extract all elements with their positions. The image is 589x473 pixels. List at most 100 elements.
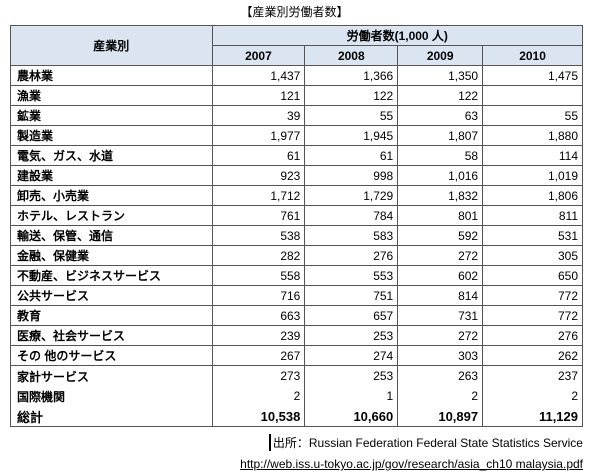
cell: 239 <box>211 325 306 346</box>
cell: 1,806 <box>482 185 583 206</box>
cell: 1,729 <box>304 185 399 206</box>
row-label: その 他のサービス <box>10 345 213 366</box>
cell: 1,945 <box>304 125 399 146</box>
cell: 55 <box>304 105 399 126</box>
cell: 61 <box>304 145 399 166</box>
cell: 531 <box>482 225 583 246</box>
year-header: 2009 <box>397 45 484 66</box>
row-label: 製造業 <box>10 125 213 146</box>
row-label: 鉱業 <box>10 105 213 126</box>
cell: 276 <box>304 245 399 266</box>
source: 出所：Russian Federation Federal State Stat… <box>268 434 583 451</box>
row-label: 卸売、小売業 <box>10 185 213 206</box>
cell: 657 <box>304 305 399 326</box>
row-label: 建設業 <box>10 165 213 186</box>
cell: 305 <box>482 245 583 266</box>
year-header: 2010 <box>482 45 583 66</box>
cell: 11,129 <box>482 406 583 427</box>
cell: 10,660 <box>304 406 399 427</box>
cell: 253 <box>304 325 399 346</box>
cell: 553 <box>304 265 399 286</box>
cell: 2 <box>482 386 583 406</box>
table-row: 不動産、ビジネスサービス 558 553 602 650 <box>10 265 583 286</box>
cell: 1,880 <box>482 125 583 146</box>
table-title: 【産業別労働者数】 <box>240 5 349 19</box>
cell: 1,475 <box>482 65 583 86</box>
empty-cell <box>482 85 583 106</box>
cell: 761 <box>211 205 306 226</box>
table-row: 医療、社会サービス 239 253 272 276 <box>10 325 583 346</box>
row-label: 教育 <box>10 305 213 326</box>
row-label: 電気、ガス、水道 <box>10 145 213 166</box>
cell: 814 <box>397 285 484 306</box>
cell: 263 <box>397 365 484 386</box>
cell: 274 <box>304 345 399 366</box>
year-header: 2007 <box>211 45 306 66</box>
cell: 276 <box>482 325 583 346</box>
cell: 272 <box>397 245 484 266</box>
cell: 10,897 <box>397 406 484 427</box>
row-label: 国際機関 <box>10 386 213 406</box>
cell: 273 <box>211 365 306 386</box>
table-row: 卸売、小売業 1,712 1,729 1,832 1,806 <box>10 185 583 206</box>
cell: 602 <box>397 265 484 286</box>
cell: 1,366 <box>304 65 399 86</box>
cell: 122 <box>397 85 484 106</box>
cell: 558 <box>211 265 306 286</box>
cell: 998 <box>304 165 399 186</box>
cell: 282 <box>211 245 306 266</box>
row-label: 不動産、ビジネスサービス <box>10 265 213 286</box>
cell: 1,019 <box>482 165 583 186</box>
table-row: 鉱業 39 55 63 55 <box>10 105 583 126</box>
table-row: 輸送、保管、通信 538 583 592 531 <box>10 225 583 246</box>
cell: 10,538 <box>211 406 306 427</box>
cell: 61 <box>211 145 306 166</box>
cell: 39 <box>211 105 306 126</box>
cell: 592 <box>397 225 484 246</box>
table-row: 漁業 121 122 122 <box>10 85 583 106</box>
cell: 63 <box>397 105 484 126</box>
table-row: 総計 10,538 10,660 10,897 11,129 <box>10 406 583 427</box>
table-row: 製造業 1,977 1,945 1,807 1,880 <box>10 125 583 146</box>
cell: 272 <box>397 325 484 346</box>
cell: 253 <box>304 365 399 386</box>
cell: 811 <box>482 205 583 226</box>
cell: 2 <box>211 386 306 406</box>
row-label: 公共サービス <box>10 285 213 306</box>
row-label: 輸送、保管、通信 <box>10 225 213 246</box>
table-row: ホテル、レストラン 761 784 801 811 <box>10 205 583 226</box>
year-header: 2008 <box>304 45 399 66</box>
cell: 716 <box>211 285 306 306</box>
row-label: ホテル、レストラン <box>10 205 213 226</box>
cell: 1,712 <box>211 185 306 206</box>
cell: 1 <box>304 386 399 406</box>
cell: 650 <box>482 265 583 286</box>
group-header: 労働者数(1,000 人) <box>211 25 583 46</box>
cell: 784 <box>304 205 399 226</box>
cell: 772 <box>482 285 583 306</box>
cell: 55 <box>482 105 583 126</box>
table-row: その 他のサービス 267 274 303 262 <box>10 345 583 366</box>
cell: 1,832 <box>397 185 484 206</box>
cell: 751 <box>304 285 399 306</box>
cell: 262 <box>482 345 583 366</box>
cell: 731 <box>397 305 484 326</box>
cell: 1,977 <box>211 125 306 146</box>
table-row: 公共サービス 716 751 814 772 <box>10 285 583 306</box>
row-label: 医療、社会サービス <box>10 325 213 346</box>
source-url: http://web.iss.u-tokyo.ac.jp/gov/researc… <box>240 457 583 471</box>
cell: 58 <box>397 145 484 166</box>
row-label: 家計サービス <box>10 365 213 386</box>
table-row: 建設業 923 998 1,016 1,019 <box>10 165 583 186</box>
cell: 1,016 <box>397 165 484 186</box>
cell: 923 <box>211 165 306 186</box>
cell: 114 <box>482 145 583 166</box>
table-row: 電気、ガス、水道 61 61 58 114 <box>10 145 583 166</box>
table-row: 農林業 1,437 1,366 1,350 1,475 <box>10 65 583 86</box>
cell: 1,350 <box>397 65 484 86</box>
cell: 122 <box>304 85 399 106</box>
cell: 121 <box>211 85 306 106</box>
row-label: 金融、保健業 <box>10 245 213 266</box>
table-row: 金融、保健業 282 276 272 305 <box>10 245 583 266</box>
